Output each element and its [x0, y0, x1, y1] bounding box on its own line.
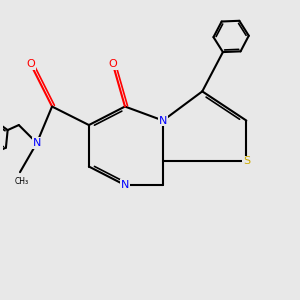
- Text: N: N: [121, 180, 129, 190]
- Text: CH₃: CH₃: [14, 178, 28, 187]
- Text: N: N: [159, 116, 167, 126]
- Text: S: S: [243, 157, 250, 166]
- Text: O: O: [109, 59, 117, 70]
- Text: N: N: [33, 138, 41, 148]
- Text: O: O: [26, 59, 35, 70]
